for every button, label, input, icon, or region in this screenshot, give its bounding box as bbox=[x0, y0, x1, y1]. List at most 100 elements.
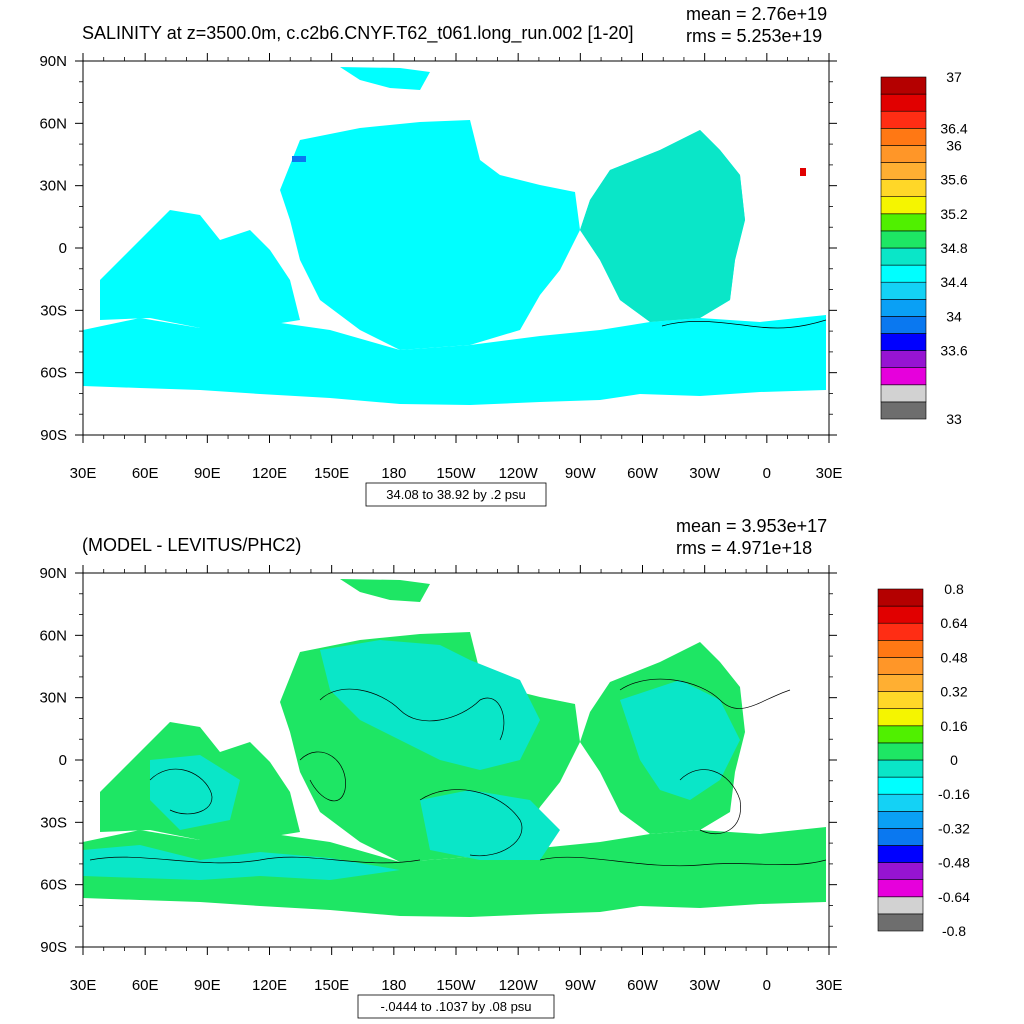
mean-label: mean = 3.953e+17 bbox=[676, 516, 827, 536]
contour-lines bbox=[661, 319, 827, 329]
colorbar-label: -0.48 bbox=[938, 855, 970, 871]
y-tick-label: 30S bbox=[40, 814, 67, 831]
rms-label: rms = 4.971e+18 bbox=[676, 538, 812, 558]
colorbar-label: 37 bbox=[946, 69, 962, 85]
colorbar-box bbox=[880, 76, 927, 95]
x-tick-label: 30W bbox=[689, 465, 721, 482]
colorbar-label: 35.2 bbox=[940, 206, 967, 222]
colorbar-box bbox=[877, 913, 924, 932]
y-tick-label: 0 bbox=[59, 752, 67, 769]
contour-line bbox=[419, 789, 523, 857]
contour-lines bbox=[89, 678, 827, 867]
colorbar-box bbox=[880, 333, 927, 351]
colorbar-box bbox=[880, 298, 927, 317]
cyan-region bbox=[320, 640, 540, 770]
salinity-field bbox=[83, 67, 826, 405]
x-tick-label: 120W bbox=[499, 977, 539, 994]
x-tick-label: 60W bbox=[627, 465, 659, 482]
colorbar-label: -0.32 bbox=[938, 820, 970, 836]
colorbar-label: 34 bbox=[946, 308, 962, 324]
x-tick-label: 60E bbox=[132, 977, 159, 994]
contour-info-frame bbox=[365, 482, 547, 507]
x-tick-label: 90E bbox=[194, 465, 221, 482]
x-tick-label: 180 bbox=[381, 465, 406, 482]
x-tick-label: 30E bbox=[816, 465, 843, 482]
colorbar-label: 0.16 bbox=[940, 718, 967, 734]
contour-line bbox=[299, 751, 346, 802]
colorbar-box bbox=[880, 128, 927, 146]
x-tick-label: 150E bbox=[314, 465, 349, 482]
contour-line bbox=[89, 856, 421, 864]
colorbar-label: 33.6 bbox=[940, 343, 967, 359]
x-tick-label: 0 bbox=[763, 465, 771, 482]
colorbar-box bbox=[880, 93, 927, 112]
colorbar-box bbox=[877, 639, 924, 658]
axes: 30E 60E 90E 120E 150E 180 150W 120W 90W 60W 30W 0 30… bbox=[39, 53, 842, 482]
x-tick-label: 150W bbox=[436, 977, 476, 994]
x-tick-label: 90W bbox=[565, 465, 597, 482]
colorbar-label: 34.8 bbox=[940, 240, 967, 256]
colorbar-box bbox=[880, 179, 927, 198]
x-tick-label: 30E bbox=[70, 977, 97, 994]
colorbar-label: 35.6 bbox=[940, 172, 967, 188]
colorbar-box bbox=[877, 622, 924, 641]
colorbar-box bbox=[877, 759, 924, 778]
contour-line bbox=[619, 678, 791, 709]
colorbar-label: 0.64 bbox=[940, 615, 967, 631]
x-tick-label: 0 bbox=[763, 977, 771, 994]
colorbar-label: -0.64 bbox=[938, 889, 970, 905]
x-tick-label: 60W bbox=[627, 977, 659, 994]
y-tick-label: 60S bbox=[40, 365, 67, 382]
difference-field bbox=[83, 579, 826, 917]
x-tick-label: 120W bbox=[499, 465, 539, 482]
colorbar-label: -0.16 bbox=[938, 786, 970, 802]
colorbar-box bbox=[877, 776, 924, 795]
contour-line bbox=[661, 319, 827, 329]
atlantic-region bbox=[580, 130, 745, 322]
ocean-region bbox=[83, 315, 826, 405]
contour-info-box: -.0444 to .1037 by .08 psu bbox=[357, 994, 555, 1019]
colorbar-box bbox=[880, 145, 927, 163]
contour-line bbox=[539, 856, 827, 867]
colorbar-box bbox=[880, 264, 927, 283]
y-tick-label: 30N bbox=[39, 178, 67, 195]
contour-line bbox=[319, 688, 505, 741]
colorbar-box bbox=[877, 691, 924, 709]
colorbar-box bbox=[877, 605, 924, 624]
colorbar-box bbox=[877, 657, 924, 675]
ocean-region bbox=[340, 67, 430, 90]
contour-info: -.0444 to .1037 by .08 psu bbox=[380, 999, 531, 1014]
y-tick-label: 90S bbox=[40, 427, 67, 444]
colorbar-label: 36 bbox=[946, 137, 962, 153]
x-tick-label: 90W bbox=[565, 977, 597, 994]
colorbar-box bbox=[877, 810, 924, 829]
y-tick-label: 60N bbox=[39, 115, 67, 132]
colorbar-box bbox=[880, 162, 927, 180]
salinity-panel: SALINITY at z=3500.0m, c.c2b6.CNYF.T62_t… bbox=[39, 4, 968, 507]
colorbar-label: 0.32 bbox=[940, 684, 967, 700]
colorbar-box bbox=[880, 401, 927, 420]
mean-label: mean = 2.76e+19 bbox=[686, 4, 827, 24]
x-tick-label: 150W bbox=[436, 465, 476, 482]
y-tick-label: 90N bbox=[39, 53, 67, 70]
x-tick-label: 120E bbox=[252, 465, 287, 482]
contour-info: 34.08 to 38.92 by .2 psu bbox=[386, 487, 526, 502]
colorbar-box bbox=[880, 110, 927, 129]
colorbar-box bbox=[877, 742, 924, 761]
ocean-region bbox=[340, 579, 430, 602]
colorbar-box bbox=[877, 845, 924, 863]
low-salinity-patch bbox=[292, 156, 306, 162]
colorbar-label: 34.4 bbox=[940, 274, 967, 290]
rms-label: rms = 5.253e+19 bbox=[686, 26, 822, 46]
colorbar-box bbox=[877, 896, 924, 915]
colorbar-box bbox=[880, 350, 927, 369]
y-tick-label: 30S bbox=[40, 302, 67, 319]
colorbar-box bbox=[880, 367, 927, 386]
colorbar-box bbox=[880, 384, 927, 403]
x-tick-label: 30E bbox=[816, 977, 843, 994]
axes: 30E 60E 90E 120E 150E 180 150W 120W 90W 60W 30W 0 30… bbox=[39, 565, 842, 994]
contour-line bbox=[149, 768, 213, 815]
ocean-region bbox=[83, 827, 826, 917]
y-tick-label: 90N bbox=[39, 565, 67, 582]
